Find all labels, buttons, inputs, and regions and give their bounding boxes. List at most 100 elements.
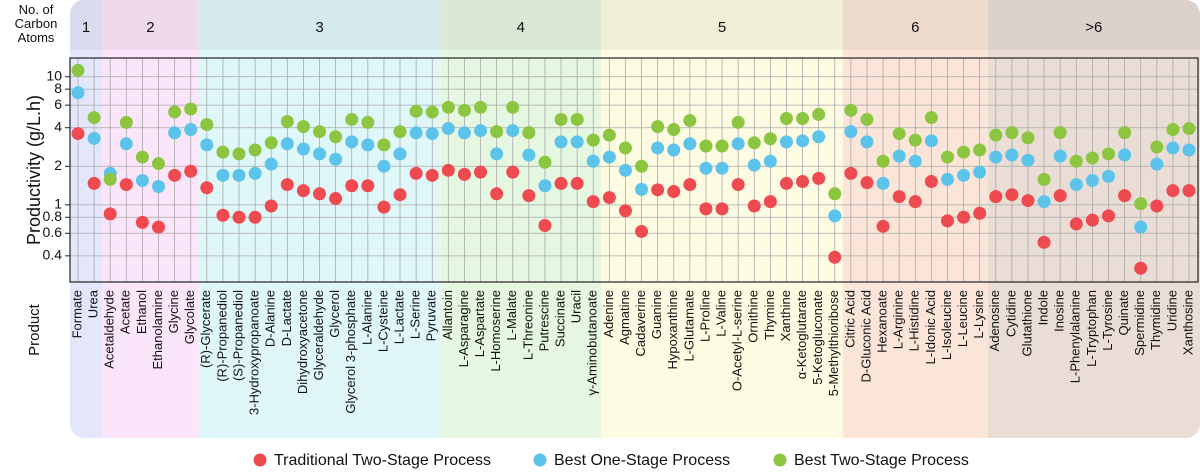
- group-header: [102, 0, 199, 50]
- point: [216, 168, 230, 182]
- x-tick-label: L-Malate: [504, 290, 519, 341]
- point: [779, 135, 793, 149]
- point: [989, 190, 1003, 204]
- x-tick-label: L-Idonic Acid: [923, 290, 938, 364]
- point: [570, 112, 584, 126]
- point: [329, 130, 343, 144]
- y-tick-label: 0.8: [43, 208, 63, 224]
- point: [490, 187, 504, 201]
- point: [345, 179, 359, 193]
- point: [313, 187, 327, 201]
- x-tick-label: D-Lactate: [279, 290, 294, 346]
- point: [1085, 213, 1099, 227]
- legend-label: Best One-Stage Process: [554, 452, 730, 469]
- x-tick-label: 3-Hydroxypropanoate: [247, 290, 262, 415]
- point: [973, 143, 987, 157]
- group-header: [842, 0, 988, 50]
- point: [457, 126, 471, 140]
- y-tick-label: 10: [46, 67, 62, 83]
- point: [71, 63, 85, 77]
- point: [280, 115, 294, 129]
- point: [667, 143, 681, 157]
- x-tick-label: Putrescine: [536, 290, 551, 351]
- point: [796, 112, 810, 126]
- x-tick-label: L-Leucine: [955, 290, 970, 347]
- x-tick-label: Ornithine: [746, 290, 761, 343]
- point: [377, 200, 391, 214]
- point: [425, 105, 439, 119]
- point: [248, 210, 262, 224]
- point: [361, 115, 375, 129]
- point: [71, 127, 85, 141]
- point: [264, 199, 278, 213]
- x-tick-label: Glycolate: [182, 290, 197, 344]
- point: [377, 138, 391, 152]
- x-tick-label: Ethanol: [134, 290, 149, 334]
- point: [940, 214, 954, 228]
- x-tick-label: D-Gluconic Acid: [858, 290, 873, 382]
- point: [812, 171, 826, 185]
- point: [425, 127, 439, 141]
- point: [1005, 126, 1019, 140]
- point: [1118, 189, 1132, 203]
- group-header: [601, 0, 843, 50]
- x-tick-label: Indole: [1036, 290, 1051, 325]
- point: [538, 219, 552, 233]
- point: [763, 154, 777, 168]
- point: [1021, 153, 1035, 167]
- x-tick-label: L-Histidine: [907, 290, 922, 351]
- point: [329, 152, 343, 166]
- point: [1134, 220, 1148, 234]
- x-tick-label: 5-Methylthioribose: [826, 290, 841, 396]
- point: [812, 107, 826, 121]
- point: [860, 135, 874, 149]
- point: [87, 176, 101, 190]
- point: [393, 125, 407, 139]
- point: [828, 209, 842, 223]
- point: [973, 165, 987, 179]
- point: [152, 180, 166, 194]
- point: [940, 150, 954, 164]
- point: [361, 179, 375, 193]
- x-tick-label: Glutathione: [1019, 290, 1034, 357]
- point: [586, 154, 600, 168]
- point: [1182, 122, 1196, 136]
- group-band: [102, 0, 199, 438]
- point: [313, 125, 327, 139]
- point: [635, 182, 649, 196]
- point: [1021, 131, 1035, 145]
- point: [264, 136, 278, 150]
- point: [200, 138, 214, 152]
- x-tick-label: Spermidine: [1132, 290, 1147, 356]
- point: [1005, 148, 1019, 162]
- x-tick-label: L-Valine: [713, 290, 728, 337]
- x-tick-label: Ethanolamine: [150, 290, 165, 370]
- x-tick-label: Guanine: [649, 290, 664, 339]
- point: [731, 115, 745, 129]
- point: [715, 139, 729, 153]
- point: [329, 192, 343, 206]
- x-tick-label: Agmatine: [617, 290, 632, 345]
- point: [457, 103, 471, 117]
- point: [87, 111, 101, 125]
- point: [731, 137, 745, 151]
- point: [296, 120, 310, 134]
- y-tick-label: 0.6: [43, 224, 63, 240]
- point: [103, 172, 117, 186]
- point: [1166, 184, 1180, 198]
- x-tick-label: Hexanoate: [875, 290, 890, 353]
- point: [200, 181, 214, 195]
- x-tick-label: Formate: [69, 290, 84, 338]
- point: [1118, 148, 1132, 162]
- point: [924, 175, 938, 189]
- group-label: 4: [517, 19, 525, 36]
- point: [844, 125, 858, 139]
- point: [651, 141, 665, 155]
- point: [184, 123, 198, 137]
- x-tick-label: L-Tyrosine: [1100, 290, 1115, 351]
- y-tick-label: 8: [54, 80, 62, 96]
- point: [683, 137, 697, 151]
- point: [119, 115, 133, 129]
- point: [280, 137, 294, 151]
